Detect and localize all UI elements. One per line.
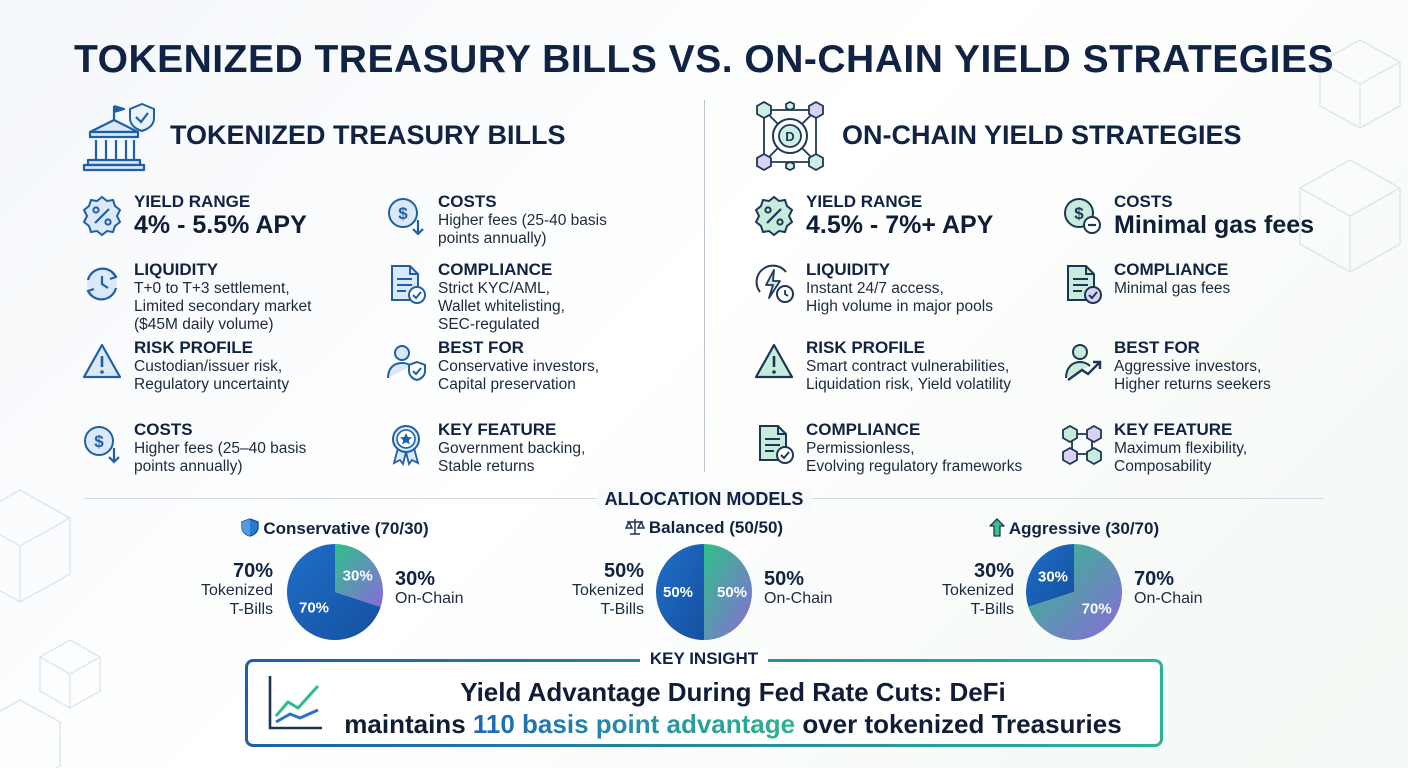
allocation-section-title: ALLOCATION MODELS (0, 489, 1408, 510)
warning-triangle-icon (754, 343, 794, 379)
model-title: Aggressive (30/70) (884, 518, 1264, 539)
pie-label-onchain: 70% (1082, 601, 1112, 618)
item-label: BEST FOR (1114, 338, 1200, 357)
pie-slice-tokenized-tbills (656, 544, 704, 640)
item-label: COSTS (134, 420, 193, 439)
item-label: RISK PROFILE (806, 338, 926, 357)
item-value: Government backing, Stable returns (438, 440, 586, 475)
document-check-icon (391, 265, 426, 304)
item-value: T+0 to T+3 settlement, Limited secondary … (134, 280, 312, 333)
arrow-up-icon (989, 518, 1005, 537)
item-value: Smart contract vulnerabilities, Liquidati… (806, 358, 1012, 393)
award-badge-icon (392, 425, 420, 466)
dollar-minus-icon: $ (1064, 198, 1101, 234)
item-label: LIQUIDITY (806, 260, 891, 279)
tbills-share-label: 30% Tokenized T-Bills (941, 560, 1014, 618)
item-value: Higher fees (25-40 basis points annually) (438, 212, 607, 247)
cubes-network-icon (1062, 424, 1102, 466)
allocation-model-conservative: Conservative (70/30) 70% Tokenized T-Bil… (145, 514, 525, 644)
onchain-share-label: 70% On-Chain (1134, 568, 1203, 607)
item-value: Conservative investors, Capital preservat… (438, 358, 600, 393)
dollar-down-icon: $ (84, 426, 120, 464)
government-building-shield-icon (82, 102, 155, 172)
scales-icon (624, 519, 646, 535)
lightning-clock-icon (755, 264, 794, 303)
svg-text:$: $ (398, 204, 408, 223)
blockchain-network-icon: D (756, 100, 824, 172)
pie-label-tbills: 50% (663, 584, 693, 601)
svg-text:$: $ (94, 432, 104, 451)
key-insight-tag: KEY INSIGHT (0, 649, 1408, 669)
item-label: BEST FOR (438, 338, 524, 357)
model-title: Balanced (50/50) (514, 518, 894, 538)
item-value: Strict KYC/AML, Wallet whitelisting, SEC-r… (438, 280, 565, 333)
item-value: Aggressive investors, Higher returns seek… (1114, 358, 1271, 393)
panel-title: TOKENIZED TREASURY BILLS (170, 120, 566, 150)
panel-header-treasury: TOKENIZED TREASURY BILLS (80, 96, 690, 176)
svg-text:D: D (785, 129, 794, 144)
item-value: Minimal gas fees (1114, 211, 1315, 239)
panel-header-onchain: D ON-CHAIN YIELD STRATEGIES (752, 96, 1352, 176)
item-value: Higher fees (25–40 basis points annually) (134, 440, 307, 475)
tbills-share-label: 50% Tokenized T-Bills (571, 560, 644, 618)
item-value: Permissionless, Evolving regulatory frame… (806, 440, 1023, 475)
onchain-share-label: 50% On-Chain (764, 568, 833, 607)
allocation-model-balanced: Balanced (50/50) 50% Tokenized T-Bills 5… (514, 514, 894, 644)
percent-badge-icon (754, 195, 794, 237)
item-value: Instant 24/7 access, High volume in major… (806, 280, 993, 315)
item-label: COSTS (1114, 192, 1173, 211)
clock-refresh-icon (86, 267, 118, 301)
tbills-share-label: 70% Tokenized T-Bills (200, 560, 273, 618)
item-label: RISK PROFILE (134, 338, 254, 357)
item-label: COMPLIANCE (1114, 260, 1229, 279)
item-value: Minimal gas fees (1114, 280, 1231, 297)
item-label: COMPLIANCE (438, 260, 553, 279)
document-check-icon (1067, 265, 1102, 304)
user-growth-icon (1065, 344, 1102, 381)
allocation-pie-chart: 70% 30% (286, 544, 383, 640)
pie-label-tbills: 70% (299, 599, 329, 616)
warning-triangle-icon (82, 343, 122, 379)
document-check-icon (759, 425, 794, 464)
item-label: KEY FEATURE (1114, 420, 1233, 439)
on-chain-yield-panel: D ON-CHAIN YIELD STRATEGIES YIELD RANGE … (752, 96, 1352, 486)
allocation-pie-chart: 30% 70% (1026, 544, 1123, 640)
page-title: TOKENIZED TREASURY BILLS VS. ON-CHAIN YI… (74, 38, 1334, 81)
allocation-pie-chart: 50% 50% (656, 544, 752, 640)
model-title: Conservative (70/30) (145, 518, 525, 539)
background-cube-decoration-left (0, 489, 101, 768)
pie-slice-on-chain (1028, 544, 1123, 640)
key-insight-text: Yield Advantage During Fed Rate Cuts: De… (344, 677, 1122, 739)
item-label: COSTS (438, 192, 497, 211)
shield-icon (241, 518, 260, 537)
pie-label-onchain: 50% (717, 584, 747, 601)
tokenized-treasury-panel: TOKENIZED TREASURY BILLS YIELD RANGE 4% … (80, 96, 690, 486)
item-label: KEY FEATURE (438, 420, 557, 439)
pie-label-tbills: 30% (1038, 569, 1068, 586)
svg-text:$: $ (1074, 204, 1084, 223)
pie-label-onchain: 30% (343, 568, 373, 585)
onchain-share-label: 30% On-Chain (395, 568, 464, 607)
pie-slice-tokenized-tbills (286, 544, 381, 640)
item-label: LIQUIDITY (134, 260, 219, 279)
percent-badge-icon (82, 195, 122, 237)
item-value: 4% - 5.5% APY (134, 211, 307, 239)
pie-slice-on-chain (704, 544, 752, 640)
pie-slice-tokenized-tbills (1026, 544, 1074, 607)
item-value: Custodian/issuer risk, Regulatory uncerta… (134, 358, 290, 393)
item-label: YIELD RANGE (134, 192, 251, 211)
item-label: COMPLIANCE (806, 420, 921, 439)
line-chart-icon (268, 676, 322, 730)
allocation-model-aggressive: Aggressive (30/70) 30% Tokenized T-Bills… (884, 514, 1264, 644)
column-divider (704, 100, 705, 472)
item-label: YIELD RANGE (806, 192, 923, 211)
user-shield-icon (387, 345, 426, 382)
panel-title: ON-CHAIN YIELD STRATEGIES (842, 120, 1242, 150)
item-value: 4.5% - 7%+ APY (806, 211, 994, 239)
pie-slice-on-chain (335, 544, 383, 607)
insight-highlight: 110 basis point advantage (472, 709, 796, 739)
item-value: Maximum flexibility, Composability (1114, 440, 1248, 475)
key-insight-box: Yield Advantage During Fed Rate Cuts: De… (245, 659, 1163, 747)
dollar-down-icon: $ (388, 198, 424, 236)
